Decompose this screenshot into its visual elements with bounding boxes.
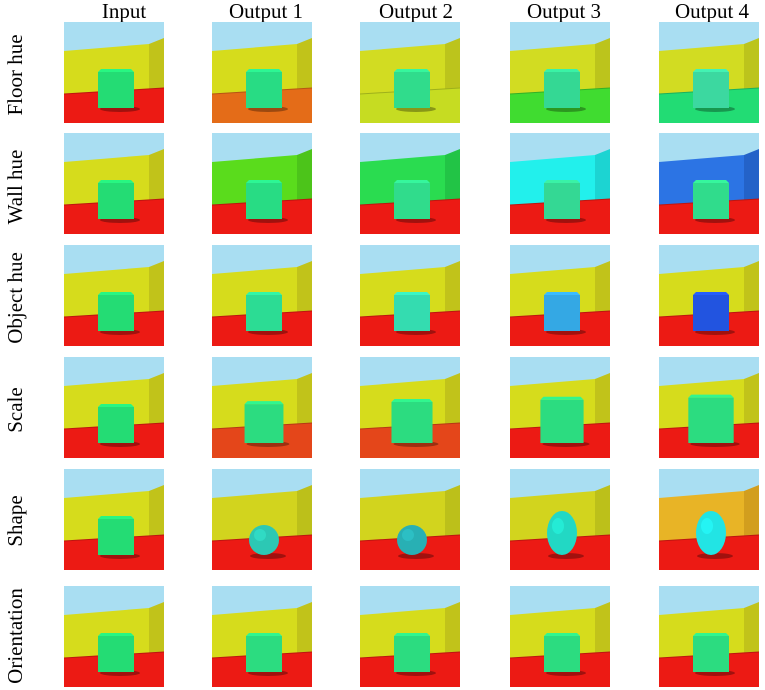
scene-image-2-3 xyxy=(360,133,460,234)
scene-image-1-3 xyxy=(360,22,460,123)
column-header-output-2: Output 2 xyxy=(378,0,454,23)
scene-image-2-2 xyxy=(212,133,312,234)
scene-image-1-5 xyxy=(659,22,759,123)
scene-image-4-1 xyxy=(64,357,164,458)
scene-image-4-3 xyxy=(360,357,460,458)
scene-image-1-2 xyxy=(212,22,312,123)
scene-image-5-1 xyxy=(64,469,164,570)
scene-image-4-2 xyxy=(212,357,312,458)
scene-image-1-1 xyxy=(64,22,164,123)
row-label-shape: Shape xyxy=(3,495,27,547)
scene-image-3-4 xyxy=(510,245,610,346)
scene-image-6-3 xyxy=(360,586,460,687)
scene-image-3-3 xyxy=(360,245,460,346)
scene-image-5-5 xyxy=(659,469,759,570)
scene-image-2-5 xyxy=(659,133,759,234)
scene-image-6-1 xyxy=(64,586,164,687)
column-header-output-3: Output 3 xyxy=(526,0,602,23)
scene-image-1-4 xyxy=(510,22,610,123)
scene-image-5-3 xyxy=(360,469,460,570)
scene-image-3-5 xyxy=(659,245,759,346)
row-label-floor-hue: Floor hue xyxy=(3,34,27,116)
scene-image-6-4 xyxy=(510,586,610,687)
scene-image-2-1 xyxy=(64,133,164,234)
row-label-object-hue: Object hue xyxy=(3,252,27,344)
scene-image-5-2 xyxy=(212,469,312,570)
row-label-wall-hue: Wall hue xyxy=(3,149,27,225)
scene-image-6-2 xyxy=(212,586,312,687)
column-header-output-1: Output 1 xyxy=(228,0,304,23)
column-header-input: Input xyxy=(101,0,147,23)
scene-image-4-4 xyxy=(510,357,610,458)
row-label-orientation: Orientation xyxy=(3,588,27,684)
row-label-scale: Scale xyxy=(3,387,27,433)
scene-image-3-2 xyxy=(212,245,312,346)
column-header-output-4: Output 4 xyxy=(674,0,750,23)
scene-image-3-1 xyxy=(64,245,164,346)
scene-image-4-5 xyxy=(659,357,759,458)
scene-image-5-4 xyxy=(510,469,610,570)
scene-image-2-4 xyxy=(510,133,610,234)
scene-image-6-5 xyxy=(659,586,759,687)
